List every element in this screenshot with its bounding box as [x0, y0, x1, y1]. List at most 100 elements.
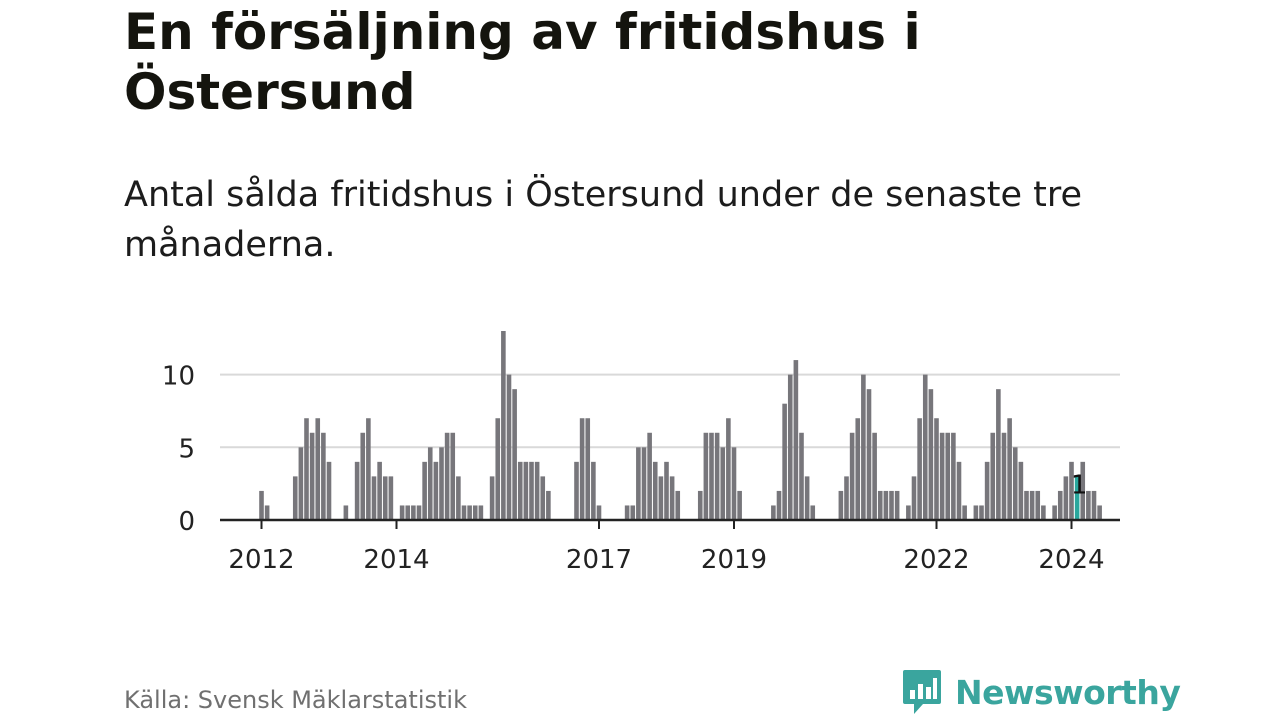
bar [304, 418, 309, 520]
bar [1091, 490, 1097, 520]
highlight-bar [1074, 476, 1080, 520]
chart-title: En försäljning av fritidshus i Östersund [124, 3, 921, 121]
y-tick-label: 5 [178, 434, 195, 464]
x-tick-label: 2024 [1038, 545, 1104, 575]
bar [540, 476, 546, 520]
chart-subtitle: Antal sålda fritidshus i Östersund under… [124, 175, 1083, 265]
bar [489, 476, 495, 520]
bar [529, 461, 534, 520]
bar [478, 505, 484, 520]
bar [371, 476, 377, 520]
bar [1097, 505, 1102, 520]
bar [697, 490, 703, 520]
bar [956, 461, 962, 520]
bar [1024, 490, 1029, 520]
bar [894, 490, 900, 520]
bar [1007, 418, 1012, 520]
bar [1018, 461, 1024, 520]
bar [433, 461, 439, 520]
bar [416, 505, 422, 520]
bar [939, 432, 945, 520]
x-tick-label: 2012 [228, 545, 294, 575]
bar [1001, 432, 1007, 520]
y-tick-label: 10 [162, 362, 195, 392]
y-tick-label: 0 [178, 507, 195, 537]
bar [315, 418, 321, 520]
bar [523, 461, 529, 520]
bar [877, 490, 883, 520]
bar [411, 505, 416, 520]
x-tick-label: 2017 [566, 545, 632, 575]
bar [973, 505, 979, 520]
bar [506, 374, 512, 520]
bar [787, 374, 793, 520]
bar [641, 447, 647, 520]
bar [472, 505, 478, 520]
bar [737, 490, 742, 520]
bar [321, 432, 326, 520]
bar [844, 476, 849, 520]
bar [422, 461, 427, 520]
bar [444, 432, 450, 520]
bar [675, 490, 681, 520]
bar [726, 418, 731, 520]
bar [450, 432, 456, 520]
bar [534, 461, 540, 520]
bar [495, 418, 501, 520]
bar [1029, 490, 1035, 520]
bar [1041, 505, 1046, 520]
bar [838, 490, 844, 520]
bar [928, 389, 934, 520]
bar [911, 476, 917, 520]
bar [906, 505, 911, 520]
bar [259, 490, 264, 520]
bar [517, 461, 523, 520]
bar [855, 418, 861, 520]
bar [1035, 490, 1041, 520]
bar [810, 505, 816, 520]
bar [382, 476, 388, 520]
bar [1080, 461, 1086, 520]
bar [996, 389, 1001, 520]
bar [951, 432, 956, 520]
bar [934, 418, 939, 520]
source-note: Källa: Svensk Mäklarstatistik [124, 686, 467, 714]
bar [872, 432, 877, 520]
bar [799, 432, 804, 520]
bar [596, 505, 602, 520]
bar [630, 505, 636, 520]
bar [591, 461, 596, 520]
bar [1052, 505, 1057, 520]
bar [427, 447, 433, 520]
bar [1063, 476, 1069, 520]
bar [461, 505, 467, 520]
bar [546, 490, 551, 520]
bar [714, 432, 720, 520]
bar [512, 389, 517, 520]
bar [388, 476, 394, 520]
bar [309, 432, 315, 520]
bar [962, 505, 967, 520]
newsworthy-logo-icon [903, 670, 941, 714]
bar [664, 461, 669, 520]
bar [456, 476, 461, 520]
bar [703, 432, 709, 520]
bar [1086, 490, 1091, 520]
bar [377, 461, 382, 520]
bar [399, 505, 405, 520]
bar [782, 403, 787, 520]
bar [579, 418, 585, 520]
bar [574, 461, 579, 520]
bar [467, 505, 472, 520]
bar [658, 476, 664, 520]
bar [990, 432, 996, 520]
brand-logo[interactable]: Newsworthy [901, 668, 1181, 716]
bar [984, 461, 990, 520]
bar [793, 360, 799, 520]
bar [1069, 461, 1074, 520]
bar [264, 505, 270, 520]
bar [652, 461, 658, 520]
highlight-value-label: 1 [1071, 470, 1088, 500]
bar [405, 505, 411, 520]
bar [636, 447, 641, 520]
